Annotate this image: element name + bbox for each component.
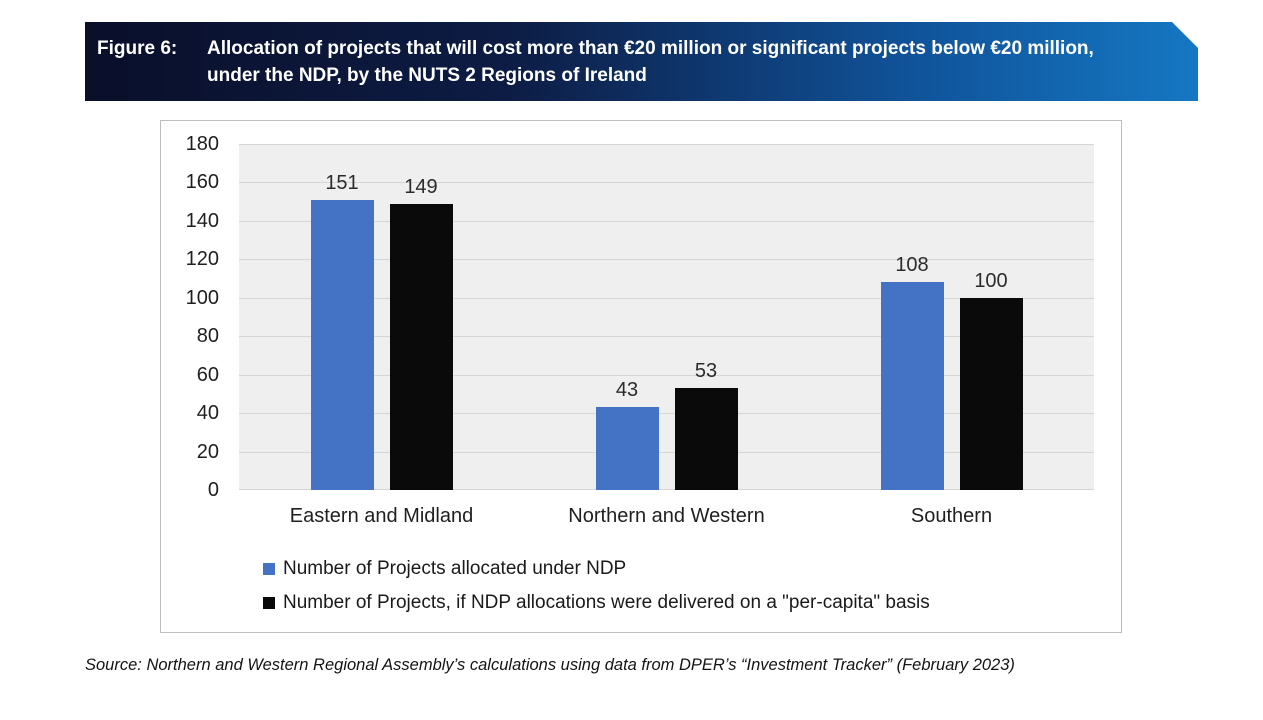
plot-area: 151 149 43 53 108 100 bbox=[239, 144, 1094, 490]
bar-group: 151 149 bbox=[239, 144, 524, 490]
y-axis-tick-label: 60 bbox=[196, 363, 219, 386]
bar: 100 bbox=[959, 270, 1023, 490]
bar-group: 43 53 bbox=[524, 144, 809, 490]
x-category-label: Eastern and Midland bbox=[289, 505, 474, 527]
y-axis-tick-label: 20 bbox=[196, 440, 219, 463]
bar-value-label: 100 bbox=[974, 269, 1008, 292]
figure-number-label: Figure 6: bbox=[97, 38, 178, 59]
gridline bbox=[239, 413, 1094, 415]
gridline bbox=[239, 336, 1094, 338]
gridline bbox=[239, 489, 1094, 490]
legend-item: Number of Projects allocated under NDP bbox=[263, 558, 930, 580]
bar-value-label: 53 bbox=[694, 360, 718, 383]
y-axis-tick-label: 180 bbox=[185, 133, 219, 155]
gridline bbox=[239, 182, 1094, 184]
bar: 149 bbox=[389, 176, 453, 490]
figure-title: Allocation of projects that will cost mo… bbox=[207, 35, 1094, 101]
chart-container: 0 20 40 60 80 100 120 140 160 180 151 149 43 53 108 10… bbox=[160, 120, 1122, 633]
bar-value-label: 43 bbox=[615, 379, 639, 402]
bar: 151 bbox=[310, 172, 374, 490]
bar: 43 bbox=[595, 379, 659, 490]
bar-value-label: 108 bbox=[895, 254, 929, 277]
y-axis-tick-label: 100 bbox=[185, 286, 219, 309]
bar-groups: 151 149 43 53 108 100 bbox=[239, 144, 1094, 490]
figure-title-line-2: under the NDP, by the NUTS 2 Regions of … bbox=[207, 65, 647, 86]
bar-value-label: 151 bbox=[325, 171, 359, 194]
gridline bbox=[239, 297, 1094, 299]
legend-label: Number of Projects allocated under NDP bbox=[283, 558, 627, 579]
figure-title-line-1: Allocation of projects that will cost mo… bbox=[207, 38, 1094, 59]
legend-swatch-icon bbox=[263, 563, 275, 575]
y-axis: 0 20 40 60 80 100 120 140 160 180 bbox=[161, 133, 219, 501]
figure-header-banner: Figure 6: Allocation of projects that wi… bbox=[85, 22, 1198, 101]
legend-item: Number of Projects, if NDP allocations w… bbox=[263, 592, 930, 614]
bar: 53 bbox=[674, 360, 738, 490]
source-note: Source: Northern and Western Regional As… bbox=[85, 656, 1015, 674]
gridline bbox=[239, 451, 1094, 453]
y-axis-tick-label: 80 bbox=[196, 325, 219, 348]
gridline bbox=[239, 374, 1094, 376]
x-axis-category-labels: Eastern and Midland Northern and Western S… bbox=[239, 505, 1094, 528]
legend-label: Number of Projects, if NDP allocations w… bbox=[283, 592, 930, 613]
legend-swatch-icon bbox=[263, 597, 275, 609]
x-category-label: Southern bbox=[910, 505, 993, 527]
gridline bbox=[239, 259, 1094, 261]
bar: 108 bbox=[880, 254, 944, 490]
bar-group: 108 100 bbox=[809, 144, 1094, 490]
y-axis-tick-label: 160 bbox=[185, 171, 219, 194]
chart-legend: Number of Projects allocated under NDP Nu… bbox=[263, 558, 930, 626]
y-axis-tick-label: 120 bbox=[185, 248, 219, 271]
y-axis-tick-label: 140 bbox=[185, 209, 219, 232]
gridline bbox=[239, 220, 1094, 222]
bar-value-label: 149 bbox=[404, 175, 438, 198]
gridline bbox=[239, 144, 1094, 145]
x-category-label: Northern and Western bbox=[568, 505, 765, 527]
y-axis-tick-label: 40 bbox=[196, 402, 219, 425]
y-axis-tick-label: 0 bbox=[207, 479, 219, 501]
